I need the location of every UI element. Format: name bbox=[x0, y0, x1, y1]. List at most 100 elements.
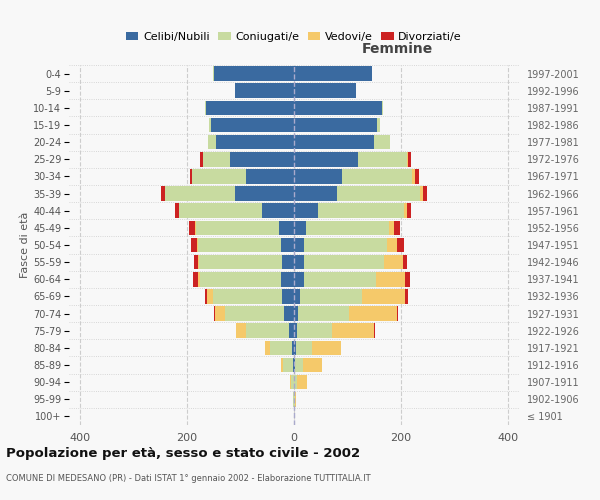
Bar bbox=[294, 135, 374, 150]
Bar bbox=[208, 135, 294, 150]
Bar bbox=[294, 204, 407, 218]
Bar bbox=[294, 289, 405, 304]
Text: COMUNE DI MEDESANO (PR) - Dati ISTAT 1° gennaio 2002 - Elaborazione TUTTITALIA.I: COMUNE DI MEDESANO (PR) - Dati ISTAT 1° … bbox=[6, 474, 371, 483]
Bar bbox=[294, 255, 384, 270]
Bar bbox=[279, 220, 294, 235]
Bar bbox=[191, 238, 294, 252]
Bar bbox=[230, 152, 294, 166]
Bar bbox=[294, 255, 407, 270]
Bar bbox=[235, 186, 294, 201]
Bar bbox=[294, 152, 411, 166]
Bar bbox=[294, 238, 386, 252]
Y-axis label: Fasce di età: Fasce di età bbox=[20, 212, 30, 278]
Bar bbox=[294, 306, 398, 321]
Bar bbox=[265, 340, 294, 355]
Bar bbox=[294, 135, 391, 150]
Bar bbox=[294, 169, 342, 184]
Bar bbox=[205, 289, 294, 304]
Bar bbox=[294, 84, 356, 98]
Bar bbox=[294, 100, 382, 115]
Bar bbox=[294, 204, 318, 218]
Bar bbox=[217, 135, 294, 150]
Bar bbox=[203, 152, 294, 166]
Bar bbox=[194, 255, 294, 270]
Bar bbox=[192, 169, 294, 184]
Bar bbox=[294, 289, 362, 304]
Bar bbox=[294, 306, 397, 321]
Bar bbox=[200, 152, 294, 166]
Bar bbox=[289, 324, 294, 338]
Bar bbox=[294, 358, 303, 372]
Bar bbox=[294, 220, 400, 235]
Bar bbox=[294, 272, 304, 286]
Bar bbox=[294, 169, 419, 184]
Bar bbox=[294, 255, 403, 270]
Bar bbox=[205, 100, 294, 115]
Bar bbox=[192, 169, 294, 184]
Bar bbox=[294, 220, 389, 235]
Bar bbox=[196, 220, 294, 235]
Bar bbox=[282, 289, 294, 304]
Bar bbox=[226, 306, 294, 321]
Bar bbox=[236, 324, 294, 338]
Bar bbox=[190, 169, 294, 184]
Bar bbox=[294, 358, 322, 372]
Bar bbox=[294, 272, 410, 286]
Bar bbox=[281, 238, 294, 252]
Bar bbox=[235, 84, 294, 98]
Bar bbox=[294, 152, 407, 166]
Bar bbox=[294, 375, 296, 390]
Bar bbox=[294, 306, 349, 321]
Bar bbox=[294, 118, 377, 132]
Bar bbox=[281, 358, 294, 372]
Bar bbox=[294, 289, 407, 304]
Bar bbox=[294, 169, 412, 184]
Bar bbox=[294, 306, 298, 321]
Bar bbox=[294, 289, 301, 304]
Bar bbox=[294, 272, 406, 286]
Bar bbox=[207, 289, 294, 304]
Bar bbox=[200, 272, 294, 286]
Bar bbox=[209, 118, 294, 132]
Bar bbox=[294, 392, 296, 406]
Bar bbox=[175, 204, 294, 218]
Bar bbox=[294, 340, 296, 355]
Bar bbox=[246, 169, 294, 184]
Bar bbox=[294, 135, 391, 150]
Y-axis label: Anni di nascita: Anni di nascita bbox=[599, 204, 600, 286]
Bar bbox=[236, 324, 294, 338]
Bar bbox=[294, 186, 420, 201]
Bar bbox=[294, 100, 383, 115]
Bar bbox=[294, 118, 380, 132]
Bar bbox=[214, 66, 294, 81]
Bar bbox=[294, 100, 383, 115]
Bar bbox=[208, 135, 294, 150]
Bar bbox=[265, 340, 294, 355]
Bar bbox=[294, 66, 371, 81]
Bar bbox=[294, 392, 296, 406]
Bar bbox=[196, 220, 294, 235]
Bar bbox=[282, 255, 294, 270]
Bar bbox=[292, 340, 294, 355]
Bar bbox=[294, 169, 415, 184]
Bar bbox=[179, 204, 294, 218]
Bar bbox=[294, 66, 372, 81]
Bar bbox=[281, 358, 294, 372]
Bar bbox=[179, 204, 294, 218]
Bar bbox=[294, 375, 307, 390]
Bar bbox=[294, 324, 374, 338]
Bar bbox=[208, 135, 294, 150]
Bar bbox=[262, 204, 294, 218]
Bar bbox=[294, 340, 341, 355]
Bar bbox=[294, 220, 394, 235]
Bar bbox=[235, 84, 294, 98]
Bar bbox=[271, 340, 294, 355]
Bar bbox=[294, 340, 311, 355]
Bar bbox=[213, 66, 294, 81]
Bar bbox=[294, 186, 337, 201]
Bar bbox=[294, 84, 356, 98]
Bar bbox=[294, 84, 356, 98]
Bar bbox=[294, 204, 404, 218]
Bar bbox=[294, 66, 372, 81]
Bar bbox=[294, 340, 341, 355]
